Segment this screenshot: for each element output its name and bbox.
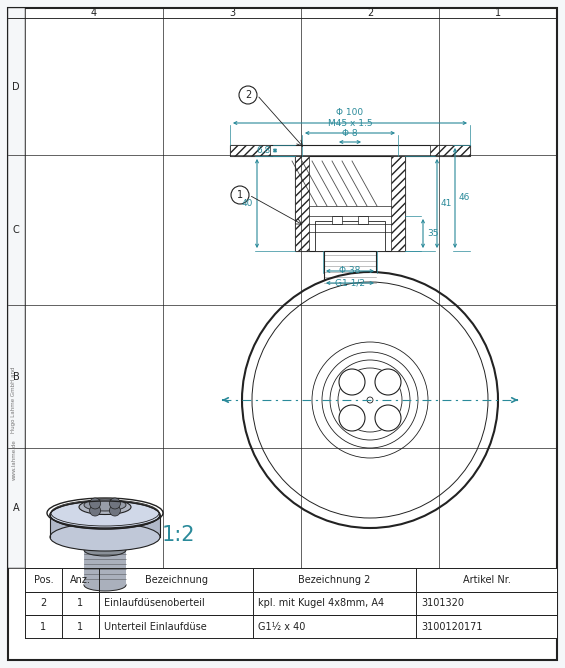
Text: 2: 2 [40,599,47,609]
Text: 1: 1 [77,599,84,609]
Bar [324,251,376,289]
Text: 3101320: 3101320 [421,599,464,609]
Text: www.lahme.de: www.lahme.de [11,440,16,480]
Circle shape [242,272,498,528]
Text: Bezeichnung 2: Bezeichnung 2 [298,575,371,585]
Text: Bezeichnung: Bezeichnung [145,575,207,585]
Text: 35: 35 [427,229,438,238]
Circle shape [110,505,120,516]
Text: Hugo Lahme GmbH and: Hugo Lahme GmbH and [11,367,16,434]
Circle shape [375,369,401,395]
Text: kpl. mit Kugel 4x8mm, A4: kpl. mit Kugel 4x8mm, A4 [258,599,384,609]
Bar [25,568,557,592]
Bar [230,146,248,155]
Bar [452,146,470,155]
Text: 1: 1 [237,190,243,200]
Circle shape [312,342,428,458]
Circle shape [322,352,418,448]
Text: Φ 100: Φ 100 [336,108,363,117]
Text: M45 x 1.5: M45 x 1.5 [328,119,372,128]
Circle shape [90,498,101,509]
Text: 46: 46 [459,194,471,202]
Text: 2: 2 [367,8,373,18]
Text: G1½ x 40: G1½ x 40 [258,621,305,631]
Text: Einlaufdüsenoberteil: Einlaufdüsenoberteil [104,599,205,609]
Bar [25,615,557,638]
Ellipse shape [50,523,160,551]
Text: 1:2: 1:2 [161,525,195,545]
Text: 2: 2 [245,90,251,100]
Text: 1: 1 [41,621,46,631]
Bar [84,550,126,585]
Text: A: A [12,503,19,513]
Ellipse shape [84,499,126,511]
Bar [50,515,160,537]
Text: 1: 1 [495,8,501,18]
Text: 3100120171: 3100120171 [421,621,483,631]
Text: 41: 41 [441,199,453,208]
Text: 4: 4 [91,8,97,18]
Bar [295,156,405,251]
Ellipse shape [50,523,160,551]
Bar [391,156,405,251]
Text: 3: 3 [229,8,235,18]
Bar [358,216,368,224]
Text: Anz.: Anz. [70,575,91,585]
Circle shape [339,405,365,431]
Circle shape [367,397,373,403]
Ellipse shape [79,500,131,514]
Circle shape [90,505,101,516]
Text: D: D [12,81,20,92]
Bar [315,221,385,251]
Circle shape [339,369,365,395]
Circle shape [239,86,257,104]
Text: B: B [12,371,19,381]
Circle shape [375,405,401,431]
Text: Unterteil Einlaufdüse: Unterteil Einlaufdüse [104,621,207,631]
Circle shape [110,498,120,509]
Text: 40: 40 [242,199,253,208]
Circle shape [338,368,402,432]
Text: G1 1/2: G1 1/2 [335,278,365,287]
Ellipse shape [50,501,160,529]
Text: 6,8: 6,8 [257,146,271,155]
Bar [25,592,557,615]
Bar [295,156,309,251]
Circle shape [231,186,249,204]
Bar [230,145,470,156]
Bar [8,8,25,568]
Text: Artikel Nr.: Artikel Nr. [463,575,510,585]
Text: Pos.: Pos. [34,575,53,585]
Circle shape [252,282,488,518]
Text: Φ 8: Φ 8 [342,129,358,138]
Ellipse shape [84,579,126,591]
Text: C: C [12,225,19,235]
Bar [230,145,270,156]
Bar [430,145,470,156]
Bar [332,216,342,224]
Text: 1: 1 [77,621,84,631]
Ellipse shape [84,544,126,556]
Circle shape [330,360,410,440]
Text: Φ 38: Φ 38 [340,266,360,275]
